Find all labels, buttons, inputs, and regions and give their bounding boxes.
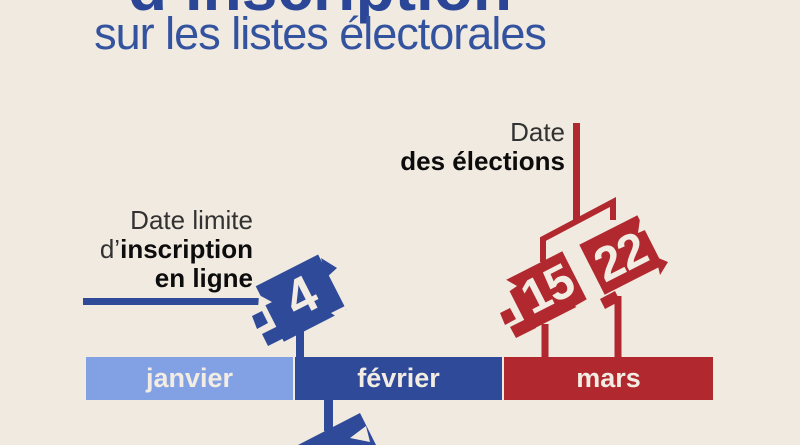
month-segment-fevrier: février	[295, 357, 502, 400]
date-banner-4-echo	[262, 326, 284, 346]
month-bar: janvier février mars	[86, 357, 713, 400]
date-banner-22-echo	[656, 257, 668, 275]
bottom-date-banner-cutoff	[298, 413, 376, 445]
date-banner-22-notch	[638, 219, 652, 233]
online-deadline-label: Date limite d’inscription en ligne	[0, 206, 253, 293]
date-banner-4-notch	[258, 295, 272, 309]
online-deadline-line2-bold: inscription	[120, 234, 253, 264]
elections-bracket	[540, 197, 616, 262]
month-segment-janvier: janvier	[86, 357, 293, 400]
date22-connector-line	[614, 296, 622, 358]
online-deadline-leader-line	[83, 298, 273, 305]
elections-label: Date des élections	[0, 118, 565, 176]
date-banner-15	[504, 251, 588, 331]
online-deadline-line1-text: Date limite	[130, 205, 253, 235]
online-deadline-label-line1: Date limite	[0, 206, 253, 235]
date-banner-22	[579, 215, 663, 295]
bottom-banner-connector-line	[324, 400, 333, 431]
banner-4-connector-line	[296, 331, 304, 358]
title-line2: sur les listes électorales	[94, 8, 547, 59]
elections-label-line2: des élections	[400, 146, 565, 176]
date-banner-15-notch	[575, 298, 589, 314]
date15-connector-line	[541, 324, 549, 358]
date-banner-4	[255, 254, 347, 342]
elections-leader-line	[573, 123, 580, 223]
month-segment-mars: mars	[504, 357, 713, 400]
date-banner-4-echo	[252, 311, 268, 329]
date-banner-4-echo	[321, 258, 337, 278]
date-banner-15-notch	[503, 278, 517, 295]
online-deadline-label-line3: en ligne	[154, 263, 253, 293]
date-banner-15-echo	[510, 317, 536, 338]
online-deadline-line2-prefix: d’	[99, 234, 121, 264]
elections-label-line1: Date	[510, 117, 565, 147]
online-deadline-label-line2: d’inscription	[0, 235, 253, 264]
bottom-banner-notch	[350, 426, 370, 442]
date-banner-15-echo	[500, 308, 516, 325]
date-banner-22-echo	[600, 291, 620, 309]
date-banner-4-notch	[331, 305, 347, 321]
title-line1-cutoff: d’inscription	[0, 0, 640, 20]
